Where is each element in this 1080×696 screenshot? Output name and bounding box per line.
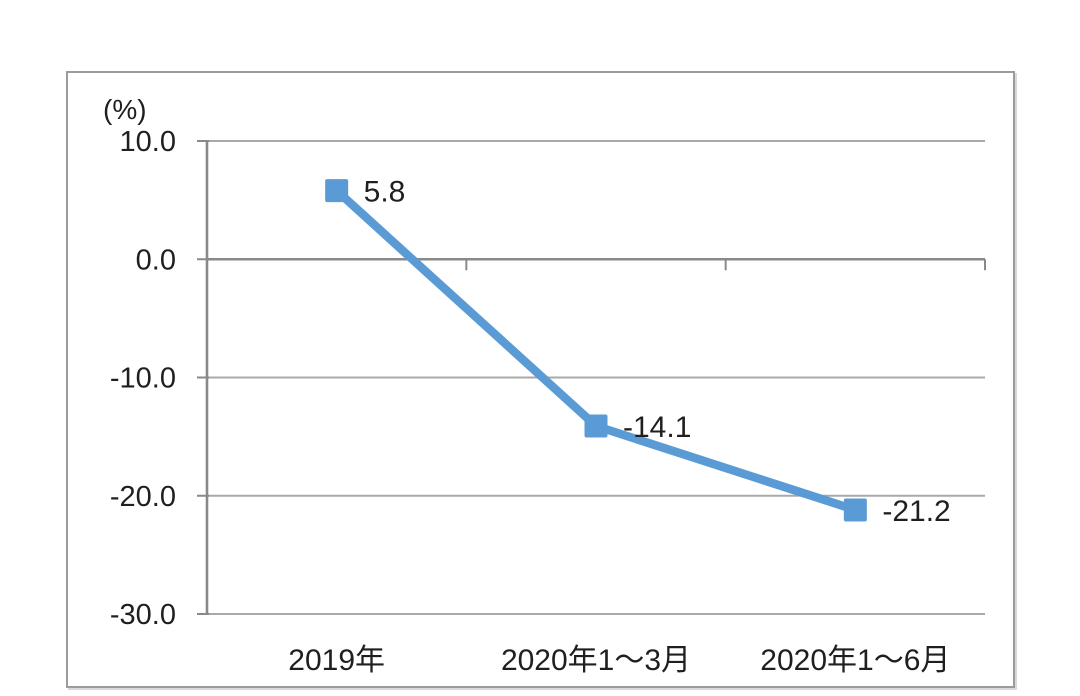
y-axis-label: 0.0 [136,244,176,276]
y-axis-unit-label: (%) [103,94,147,125]
y-axis-label: 10.0 [120,126,176,158]
data-label: 5.8 [364,176,406,209]
data-point-marker [584,414,608,438]
y-axis-label: -20.0 [110,481,176,513]
series-line [333,187,857,514]
x-axis-label: 2019年 [288,644,385,677]
data-point-marker [843,498,867,522]
x-axis-label: 2020年1～6月 [760,644,950,677]
data-point-marker [325,179,349,203]
x-axis-label: 2020年1～3月 [501,644,691,677]
data-label: -21.2 [882,495,950,528]
y-axis-label: -10.0 [110,363,176,395]
y-axis-label: -30.0 [110,599,176,631]
data-label: -14.1 [623,411,691,444]
